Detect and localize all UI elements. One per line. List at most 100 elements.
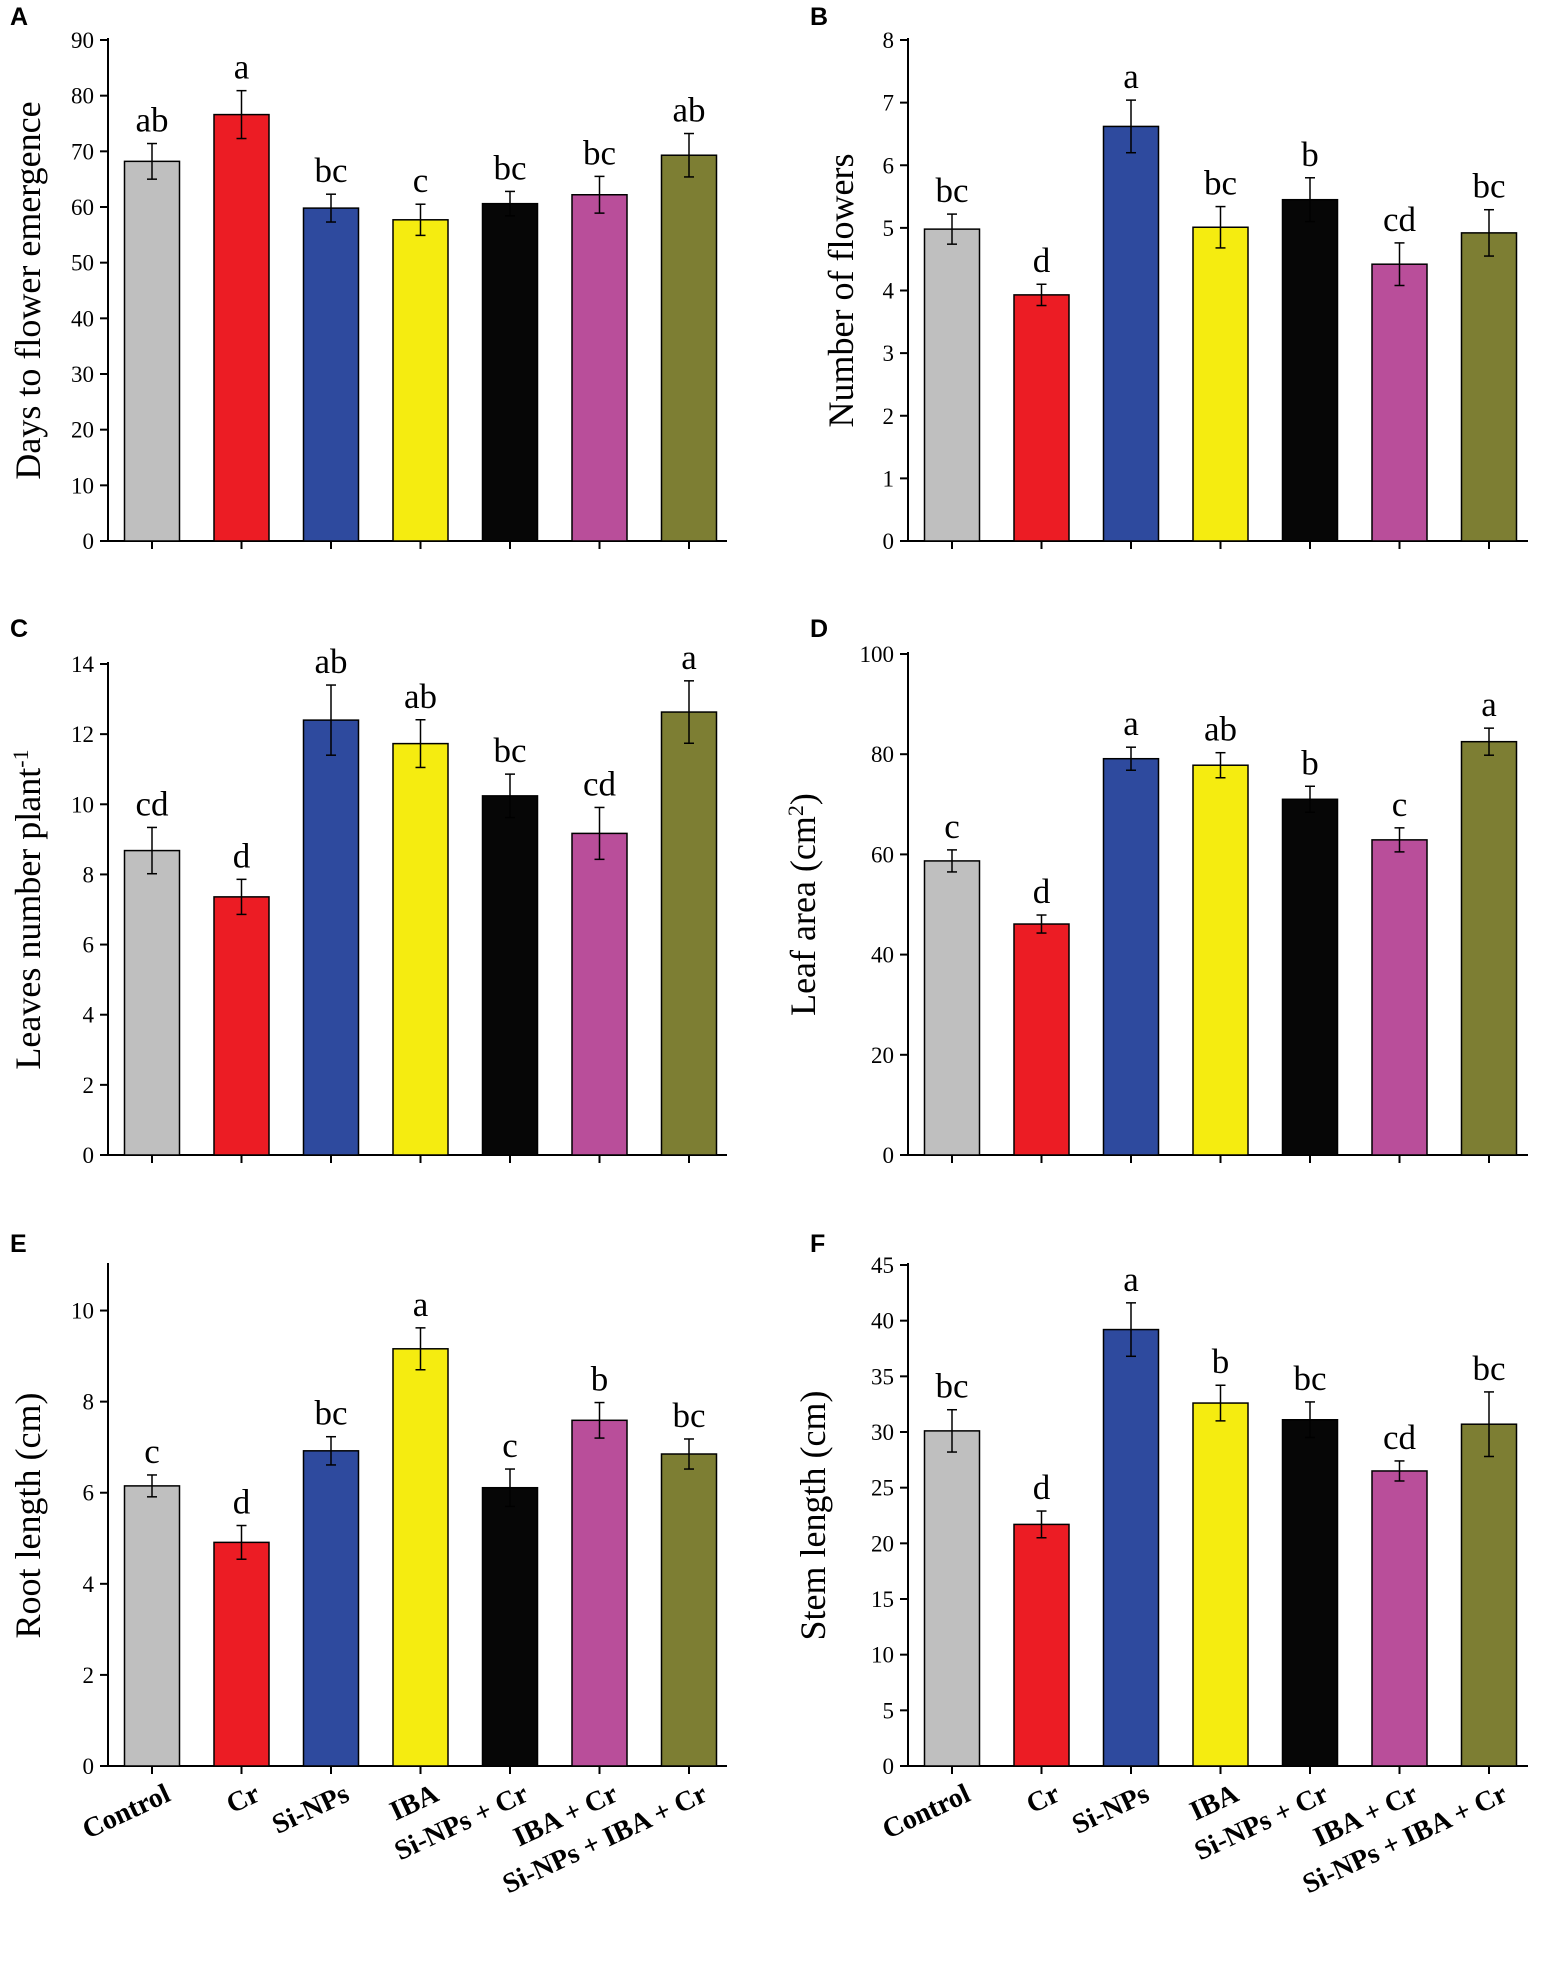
significance-letter: bc — [1472, 167, 1505, 206]
bar — [571, 832, 628, 1156]
bar — [1013, 923, 1070, 1156]
significance-letter: a — [1123, 1260, 1139, 1299]
bar — [213, 113, 270, 542]
x-category-label: Si-NPs — [1068, 1778, 1155, 1840]
bar — [1013, 294, 1070, 542]
significance-letter: cd — [1383, 1418, 1417, 1457]
y-tick-label: 30 — [871, 1420, 894, 1445]
y-tick-label: 8 — [83, 1390, 95, 1415]
significance-letter: bc — [935, 1367, 968, 1406]
bar — [481, 202, 539, 542]
y-tick-label: 6 — [83, 933, 95, 958]
bar — [923, 860, 981, 1156]
bar — [923, 1430, 981, 1767]
x-category-label: Control — [78, 1778, 175, 1845]
y-tick-label: 4 — [83, 1003, 95, 1028]
significance-letter: ab — [1204, 710, 1237, 749]
y-tick-label: 70 — [71, 139, 94, 164]
x-category-label: Cr — [222, 1778, 265, 1820]
y-tick-label: 10 — [71, 1299, 94, 1324]
bar — [571, 1419, 628, 1767]
y-tick-label: 30 — [71, 362, 94, 387]
significance-letter: a — [234, 48, 250, 87]
y-tick-label: 2 — [83, 1663, 95, 1688]
x-category-label: Si-NPs — [268, 1778, 355, 1840]
x-category-label: Cr — [1022, 1778, 1065, 1820]
significance-letter: c — [944, 807, 960, 846]
panel-letter: F — [810, 1230, 825, 1258]
bar — [481, 795, 539, 1156]
y-tick-label: 60 — [871, 842, 894, 867]
significance-letter: bc — [1293, 1359, 1326, 1398]
significance-letter: c — [1392, 785, 1408, 824]
y-tick-label: 50 — [71, 251, 94, 276]
significance-letter: d — [1033, 872, 1051, 911]
significance-letter: b — [1301, 135, 1319, 174]
y-tick-label: 40 — [871, 943, 894, 968]
panel-letter: E — [10, 1230, 27, 1258]
significance-letter: d — [233, 1483, 251, 1522]
y-tick-label: 80 — [871, 742, 894, 767]
bar — [660, 154, 718, 542]
panel-e: E 0 2 4 6 8 10 Root length (cm) c d bc a c b bc Control… — [8, 1230, 727, 1900]
y-tick-label: 2 — [83, 1073, 95, 1098]
y-axis-title: Days to flower emergence — [8, 101, 48, 479]
y-tick-label: 60 — [71, 195, 94, 220]
bar — [213, 1541, 270, 1767]
y-tick-label: 3 — [883, 341, 895, 366]
bar — [1192, 226, 1249, 542]
bar — [302, 207, 360, 542]
y-tick-label: 0 — [883, 1754, 895, 1779]
significance-letter: ab — [314, 642, 347, 681]
significance-letter: bc — [672, 1396, 705, 1435]
significance-letter: d — [233, 836, 251, 875]
significance-letter: cd — [135, 784, 169, 823]
y-tick-label: 25 — [871, 1476, 894, 1501]
bar — [1192, 1402, 1249, 1767]
y-tick-label: 4 — [83, 1572, 95, 1597]
y-tick-label: 0 — [883, 529, 895, 554]
bar — [302, 719, 360, 1156]
y-tick-label: 0 — [83, 1754, 95, 1779]
significance-letter: ab — [135, 101, 168, 140]
y-tick-label: 4 — [883, 279, 895, 304]
significance-letter: cd — [583, 764, 617, 803]
y-tick-label: 2 — [883, 404, 895, 429]
significance-letter: a — [681, 638, 697, 677]
y-tick-label: 20 — [71, 418, 94, 443]
y-tick-label: 20 — [871, 1043, 894, 1068]
bar — [1281, 798, 1339, 1156]
significance-letter: bc — [493, 148, 526, 187]
bar — [1102, 125, 1160, 542]
y-tick-label: 80 — [71, 84, 94, 109]
significance-letter: cd — [1383, 200, 1417, 239]
y-tick-label: 0 — [83, 529, 95, 554]
y-tick-label: 0 — [83, 1143, 95, 1168]
panel-letter: C — [10, 615, 28, 643]
y-tick-label: 1 — [883, 466, 895, 491]
y-tick-label: 5 — [883, 1698, 895, 1723]
y-tick-label: 0 — [883, 1143, 895, 1168]
bar — [1371, 839, 1428, 1156]
bar — [123, 849, 181, 1156]
bar — [392, 219, 449, 542]
bar — [392, 742, 449, 1156]
panel-letter: D — [810, 615, 828, 643]
panel-letter: A — [10, 3, 28, 31]
y-axis-title: Stem length (cm) — [793, 1391, 833, 1641]
significance-letter: c — [502, 1426, 518, 1465]
y-axis-title: Leaves number plant-1 — [8, 749, 49, 1069]
panel-letter: B — [810, 3, 828, 31]
bar — [1281, 1419, 1339, 1767]
bar — [1460, 740, 1518, 1156]
significance-letter: bc — [493, 731, 526, 770]
panel-a: A 0 10 20 30 40 50 60 70 80 90 Days to flower emerg… — [8, 3, 727, 554]
significance-letter: bc — [583, 133, 616, 172]
y-axis-title: Root length (cm) — [8, 1393, 48, 1639]
significance-letter: c — [144, 1432, 160, 1471]
significance-letter: bc — [314, 151, 347, 190]
bar — [481, 1486, 539, 1767]
